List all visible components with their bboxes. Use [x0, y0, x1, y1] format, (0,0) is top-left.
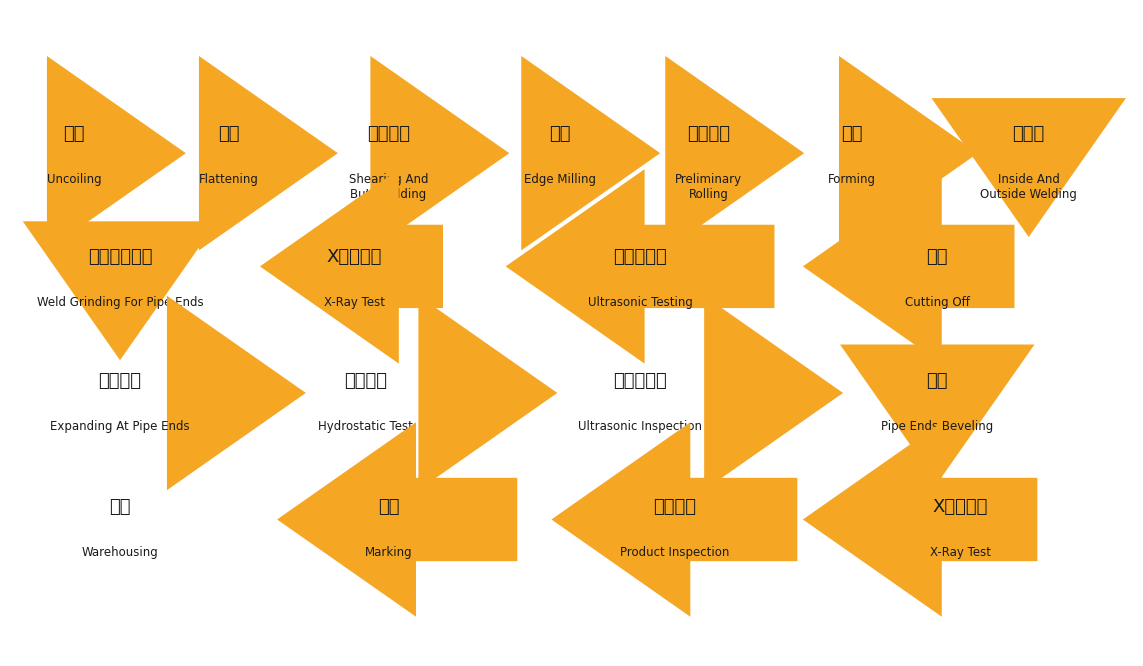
Text: 管端扩径: 管端扩径: [98, 372, 142, 390]
Text: 板边预弯: 板边预弯: [687, 125, 730, 143]
Text: Forming: Forming: [828, 173, 876, 186]
Text: Uncoiling: Uncoiling: [47, 173, 102, 186]
Text: 切断: 切断: [927, 248, 948, 266]
Text: 铣边: 铣边: [550, 125, 570, 143]
Text: Pipe Ends Beveling: Pipe Ends Beveling: [881, 420, 993, 433]
Text: Edge Milling: Edge Milling: [525, 173, 596, 186]
Text: 水压测试: 水压测试: [344, 372, 387, 390]
Text: Hydrostatic Test: Hydrostatic Test: [318, 420, 414, 433]
Text: X-Ray Test: X-Ray Test: [929, 546, 991, 559]
Text: 矫平: 矫平: [218, 125, 239, 143]
Text: Shearing And
Butt Welding: Shearing And Butt Welding: [349, 173, 429, 201]
Text: X-Ray Test: X-Ray Test: [323, 296, 385, 310]
Text: Marking: Marking: [365, 546, 413, 559]
Text: 超声波检测: 超声波检测: [613, 248, 668, 266]
Text: 管端焊缝修磨: 管端焊缝修磨: [88, 248, 152, 266]
Text: 成型: 成型: [841, 125, 862, 143]
Text: 成品检验: 成品检验: [653, 498, 696, 516]
Text: Ultrasonic Inspection: Ultrasonic Inspection: [578, 420, 702, 433]
Text: 修端: 修端: [927, 372, 948, 390]
Text: Product Inspection: Product Inspection: [620, 546, 729, 559]
Text: Inside And
Outside Welding: Inside And Outside Welding: [981, 173, 1077, 201]
Text: Ultrasonic Testing: Ultrasonic Testing: [588, 296, 693, 310]
Text: X射线检测: X射线检测: [327, 248, 382, 266]
Text: 超声波检测: 超声波检测: [613, 372, 668, 390]
Text: Warehousing: Warehousing: [81, 546, 159, 559]
Text: 剪切对焊: 剪切对焊: [367, 125, 410, 143]
Text: 开卷: 开卷: [64, 125, 85, 143]
Text: X射线检测: X射线检测: [933, 498, 988, 516]
Text: Expanding At Pipe Ends: Expanding At Pipe Ends: [50, 420, 190, 433]
Text: Weld Grinding For Pipe Ends: Weld Grinding For Pipe Ends: [37, 296, 203, 310]
Text: 喷标: 喷标: [378, 498, 399, 516]
Text: 内外焊: 内外焊: [1013, 125, 1045, 143]
Text: 入库: 入库: [110, 498, 130, 516]
Text: Preliminary
Rolling: Preliminary Rolling: [676, 173, 742, 201]
Text: Cutting Off: Cutting Off: [905, 296, 969, 310]
Text: Flattening: Flattening: [199, 173, 258, 186]
